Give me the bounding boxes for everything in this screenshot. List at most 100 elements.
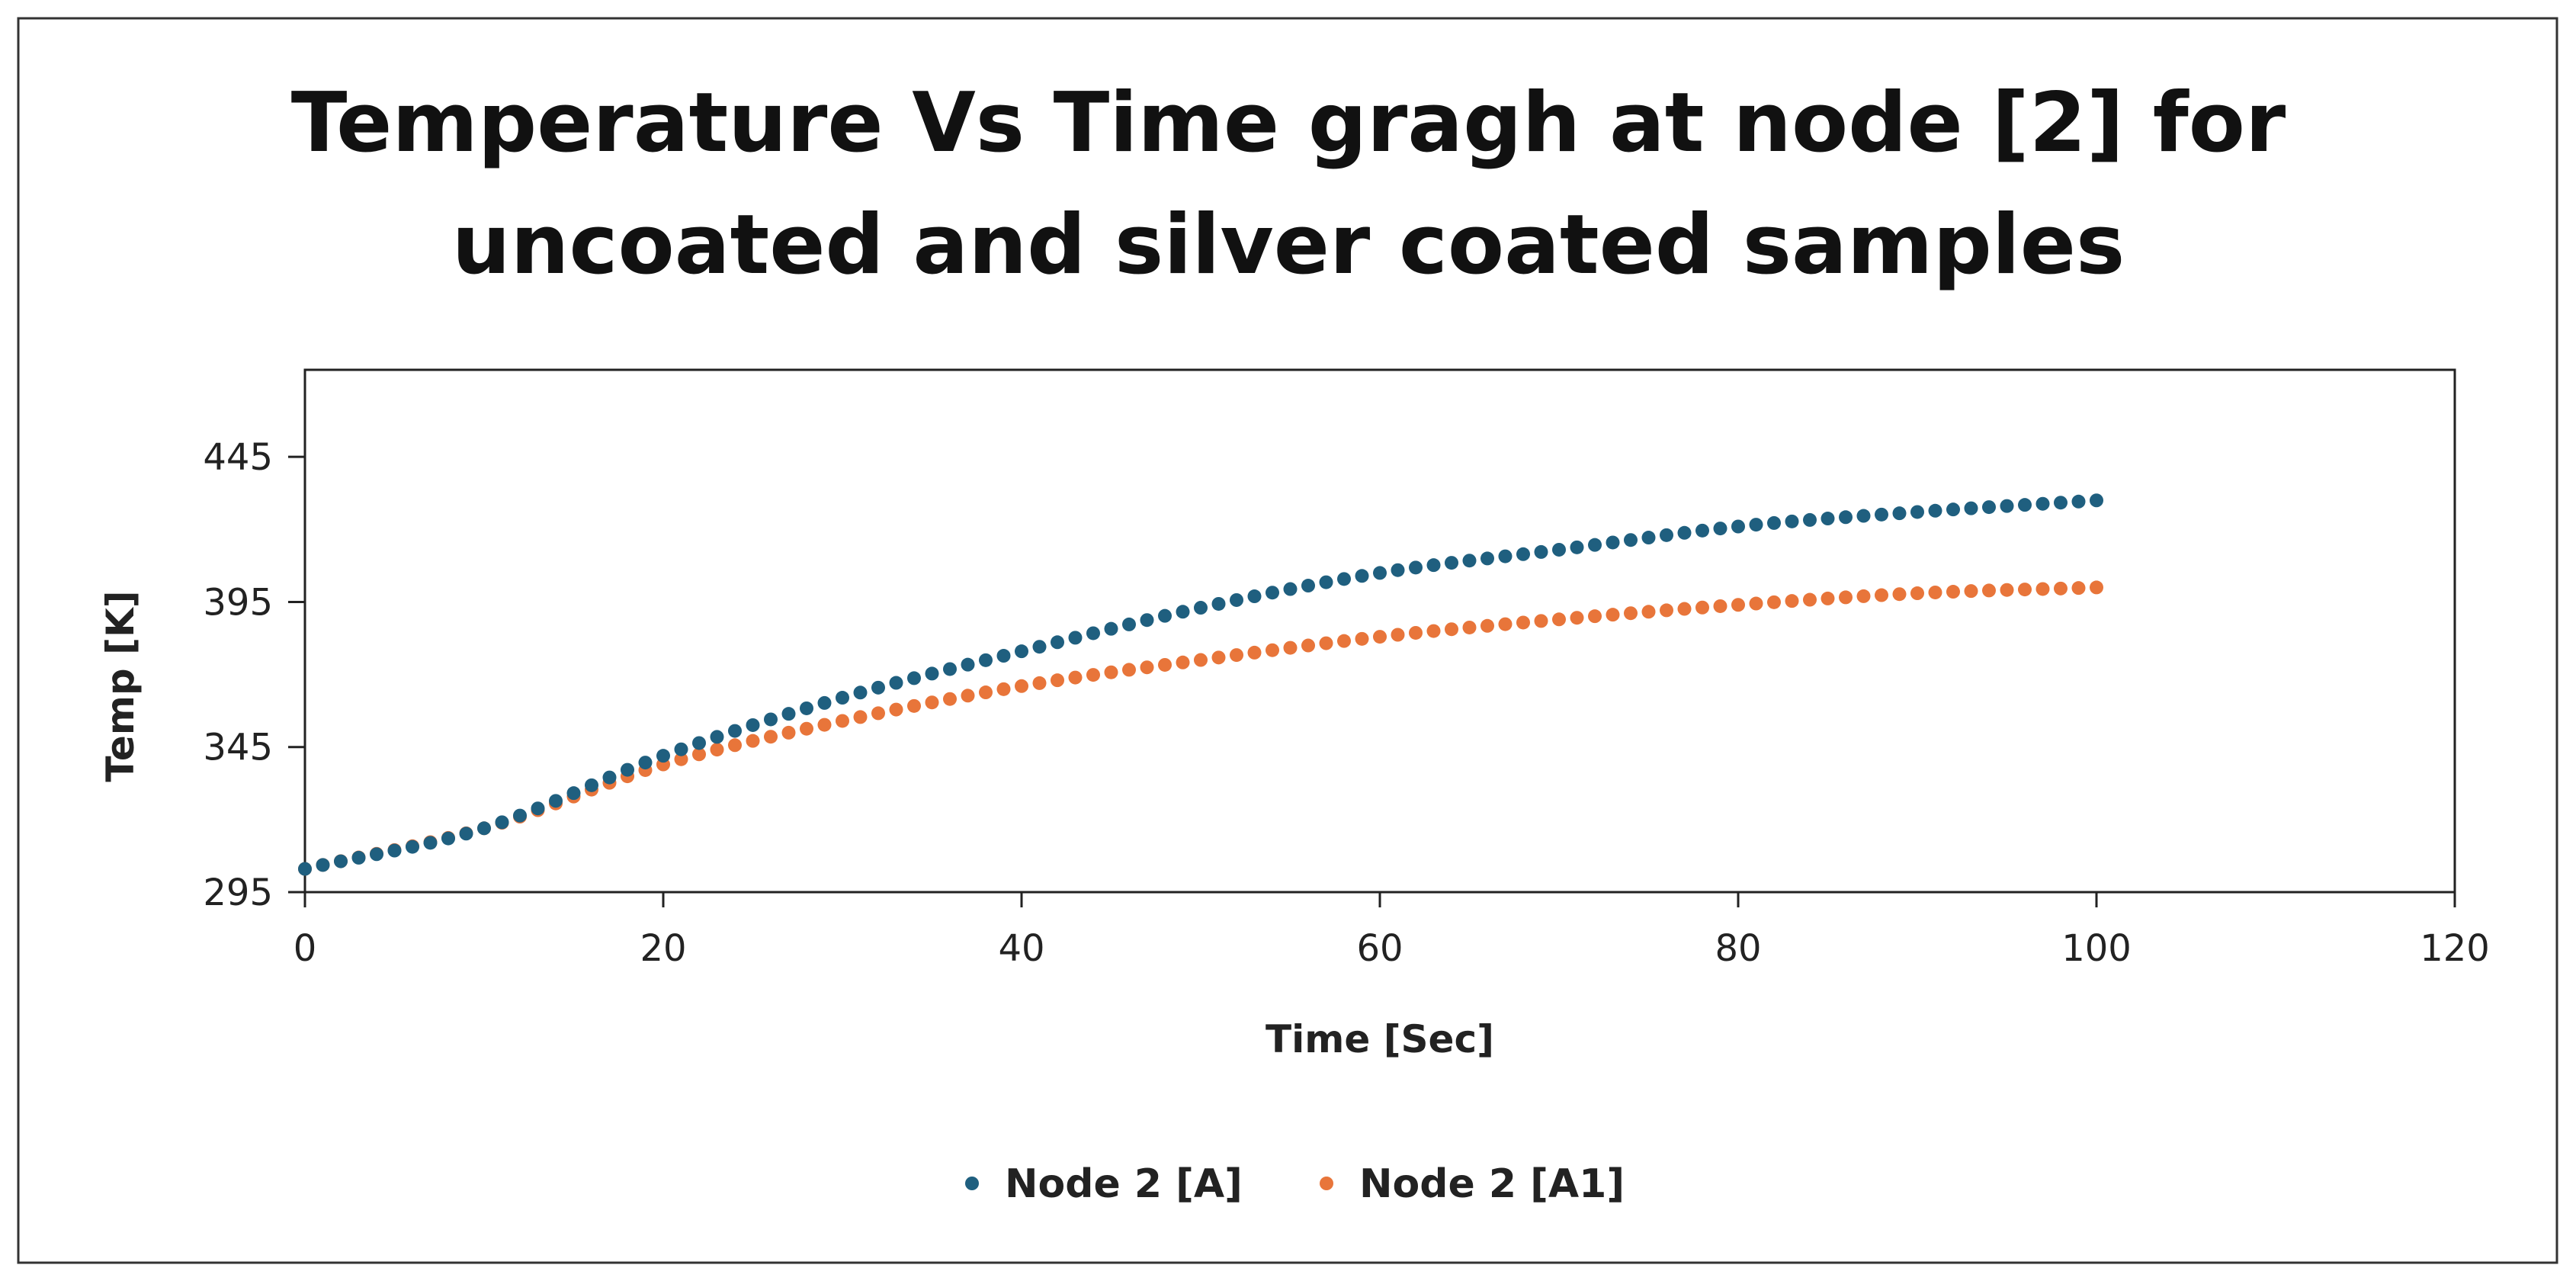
point-node-2-a	[406, 840, 419, 854]
point-node-2-a1	[1749, 596, 1763, 611]
point-node-2-a	[1552, 542, 1566, 557]
point-node-2-a	[656, 749, 670, 763]
point-node-2-a	[1677, 525, 1692, 540]
point-node-2-a	[1660, 528, 1673, 542]
point-node-2-a	[1319, 575, 1333, 589]
point-node-2-a	[996, 649, 1011, 663]
point-node-2-a	[1892, 506, 1907, 521]
point-node-2-a1	[1176, 655, 1190, 669]
point-node-2-a1	[2090, 580, 2103, 595]
point-node-2-a1	[1104, 665, 1118, 679]
point-node-2-a	[441, 831, 455, 846]
y-tick-label: 395	[203, 581, 273, 624]
point-node-2-a	[2000, 499, 2014, 513]
point-node-2-a1	[2054, 581, 2068, 596]
point-node-2-a1	[1426, 624, 1441, 638]
y-tick-label: 295	[203, 872, 273, 914]
point-node-2-a	[1498, 549, 1513, 563]
point-node-2-a1	[710, 743, 724, 757]
point-node-2-a	[1032, 640, 1047, 654]
point-node-2-a	[1928, 503, 1942, 518]
point-node-2-a	[1104, 621, 1118, 636]
point-node-2-a1	[1588, 609, 1602, 624]
point-node-2-a1	[1606, 608, 1620, 622]
point-node-2-a	[1480, 551, 1494, 566]
point-node-2-a1	[2035, 582, 2050, 596]
point-node-2-a	[1051, 635, 1064, 650]
point-node-2-a1	[1713, 599, 1727, 613]
point-node-2-a1	[889, 702, 903, 717]
point-node-2-a1	[836, 714, 849, 728]
x-tick-label: 80	[1715, 927, 1761, 970]
point-node-2-a	[585, 778, 598, 792]
point-node-2-a1	[1928, 585, 1942, 599]
y-tick-label: 345	[203, 727, 273, 769]
point-node-2-a	[334, 854, 348, 868]
point-node-2-a	[1749, 518, 1763, 532]
point-node-2-a	[1247, 589, 1262, 604]
point-node-2-a	[871, 680, 885, 695]
x-tick-label: 40	[998, 927, 1044, 970]
point-node-2-a	[1266, 586, 1279, 600]
point-node-2-a	[764, 712, 778, 727]
point-node-2-a	[423, 836, 438, 850]
point-node-2-a1	[1624, 606, 1638, 621]
point-node-2-a	[638, 756, 653, 770]
point-node-2-a	[549, 794, 563, 808]
point-node-2-a	[961, 657, 975, 672]
point-node-2-a	[2054, 496, 2068, 510]
point-node-2-a1	[1462, 620, 1477, 634]
point-node-2-a	[351, 850, 366, 865]
x-axis-ticks: 0 20 40 60 80 100 120	[294, 892, 2490, 970]
point-node-2-a1	[1821, 591, 1835, 605]
point-node-2-a	[710, 730, 724, 744]
point-node-2-a	[1355, 569, 1369, 583]
chart-title-line-2: uncoated and silver coated samples	[452, 197, 2125, 293]
point-node-2-a1	[1445, 622, 1458, 637]
point-node-2-a	[674, 742, 688, 756]
point-node-2-a1	[800, 721, 813, 736]
point-node-2-a1	[1140, 660, 1154, 675]
point-node-2-a1	[925, 695, 939, 710]
point-node-2-a	[800, 701, 813, 715]
point-node-2-a	[1176, 605, 1190, 619]
point-node-2-a	[1426, 558, 1441, 573]
point-node-2-a1	[1767, 595, 1781, 609]
point-node-2-a1	[1194, 653, 1208, 667]
point-node-2-a	[602, 770, 617, 785]
point-node-2-a1	[1301, 638, 1315, 653]
point-node-2-a	[853, 685, 868, 700]
point-node-2-a	[1946, 502, 1960, 517]
x-tick-label: 0	[294, 927, 317, 970]
point-node-2-a1	[764, 730, 778, 744]
point-node-2-a1	[746, 734, 760, 748]
point-node-2-a	[1713, 522, 1727, 536]
point-node-2-a1	[1552, 612, 1566, 627]
point-node-2-a	[1158, 608, 1172, 623]
point-node-2-a1	[674, 752, 688, 766]
point-node-2-a	[692, 736, 706, 750]
point-node-2-a	[1373, 566, 1387, 580]
point-node-2-a	[1516, 547, 1530, 561]
point-node-2-a1	[2000, 583, 2014, 597]
point-node-2-a	[1015, 644, 1028, 659]
point-node-2-a	[1086, 626, 1100, 640]
point-node-2-a1	[1230, 648, 1243, 663]
point-node-2-a	[566, 786, 581, 801]
point-node-2-a1	[1355, 631, 1369, 646]
point-node-2-a	[1068, 631, 1083, 645]
point-node-2-a1	[1122, 663, 1136, 677]
point-node-2-a1	[1266, 643, 1279, 657]
point-node-2-a	[2071, 494, 2086, 509]
point-node-2-a1	[943, 692, 957, 706]
point-node-2-a1	[1641, 605, 1656, 619]
point-node-2-a	[1839, 510, 1853, 525]
point-node-2-a1	[1409, 625, 1423, 640]
x-axis-label: Time [Sec]	[1266, 1017, 1494, 1061]
point-node-2-a1	[961, 689, 975, 703]
point-node-2-a	[1695, 523, 1709, 538]
point-node-2-a1	[1839, 590, 1853, 605]
point-node-2-a	[370, 847, 383, 862]
point-node-2-a1	[1086, 668, 1100, 682]
point-node-2-a	[1283, 582, 1298, 596]
